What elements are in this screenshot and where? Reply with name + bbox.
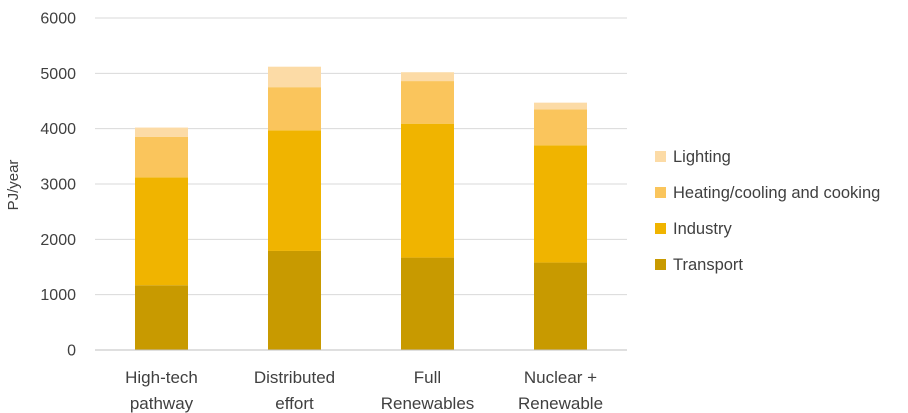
bar-segment-lighting [135, 127, 188, 137]
legend-label: Transport [673, 256, 743, 274]
x-category-label-line: Nuclear + [524, 368, 597, 387]
bar-segment-industry [268, 130, 321, 251]
y-tick-label: 2000 [40, 232, 76, 249]
x-category-label: High-tech pathway [125, 368, 198, 413]
legend-label: Lighting [673, 148, 731, 166]
bar-segment-transport [135, 285, 188, 350]
bar-segment-heating-cooling-and-cooking [534, 109, 587, 146]
y-axis-ticks: 0 1000 2000 3000 4000 5000 6000 [40, 11, 76, 360]
x-category-label-line: Distributed [254, 368, 335, 387]
bar-segment-lighting [401, 72, 454, 82]
y-tick-label: 3000 [40, 177, 76, 194]
x-category-label-line: Renewable [518, 394, 603, 413]
y-tick-label: 6000 [40, 11, 76, 28]
x-category-label-line: effort [275, 394, 314, 413]
legend-item: Industry [655, 220, 732, 238]
bar-segment-heating-cooling-and-cooking [401, 81, 454, 124]
legend-label: Industry [673, 220, 732, 238]
bar-segment-industry [534, 145, 587, 263]
bar-segment-transport [401, 257, 454, 350]
legend-label: Heating/cooling and cooking [673, 184, 880, 202]
legend-swatch [655, 259, 666, 270]
x-category-label: Nuclear + Renewable [518, 368, 603, 413]
legend-item: Heating/cooling and cooking [655, 184, 880, 202]
x-axis-category-labels: High-tech pathway Distributed effort Full Ren… [125, 368, 603, 413]
bars [135, 66, 587, 350]
bar-segment-lighting [268, 66, 321, 88]
legend-item: Lighting [655, 148, 731, 166]
x-category-label-line: pathway [130, 394, 194, 413]
bar-segment-transport [268, 250, 321, 350]
y-axis-label: PJ/year [5, 160, 22, 211]
x-category-label-line: Full [414, 368, 441, 387]
legend-item: Transport [655, 256, 743, 274]
bar-segment-industry [135, 177, 188, 286]
legend-swatch [655, 151, 666, 162]
bar-segment-lighting [534, 102, 587, 110]
x-category-label: Distributed effort [254, 368, 335, 413]
bar-segment-heating-cooling-and-cooking [268, 87, 321, 131]
legend-swatch [655, 187, 666, 198]
x-category-label-line: High-tech [125, 368, 198, 387]
bar-segment-transport [534, 262, 587, 350]
x-category-label-line: Renewables [381, 394, 475, 413]
x-category-label: Full Renewables [381, 368, 475, 413]
legend-swatch [655, 223, 666, 234]
y-tick-label: 5000 [40, 66, 76, 83]
bar-segment-industry [401, 123, 454, 258]
bar-segment-heating-cooling-and-cooking [135, 136, 188, 178]
y-tick-label: 1000 [40, 287, 76, 304]
y-tick-label: 4000 [40, 121, 76, 138]
legend: Lighting Heating/cooling and cooking Indus… [655, 148, 880, 274]
y-tick-label: 0 [67, 343, 76, 360]
